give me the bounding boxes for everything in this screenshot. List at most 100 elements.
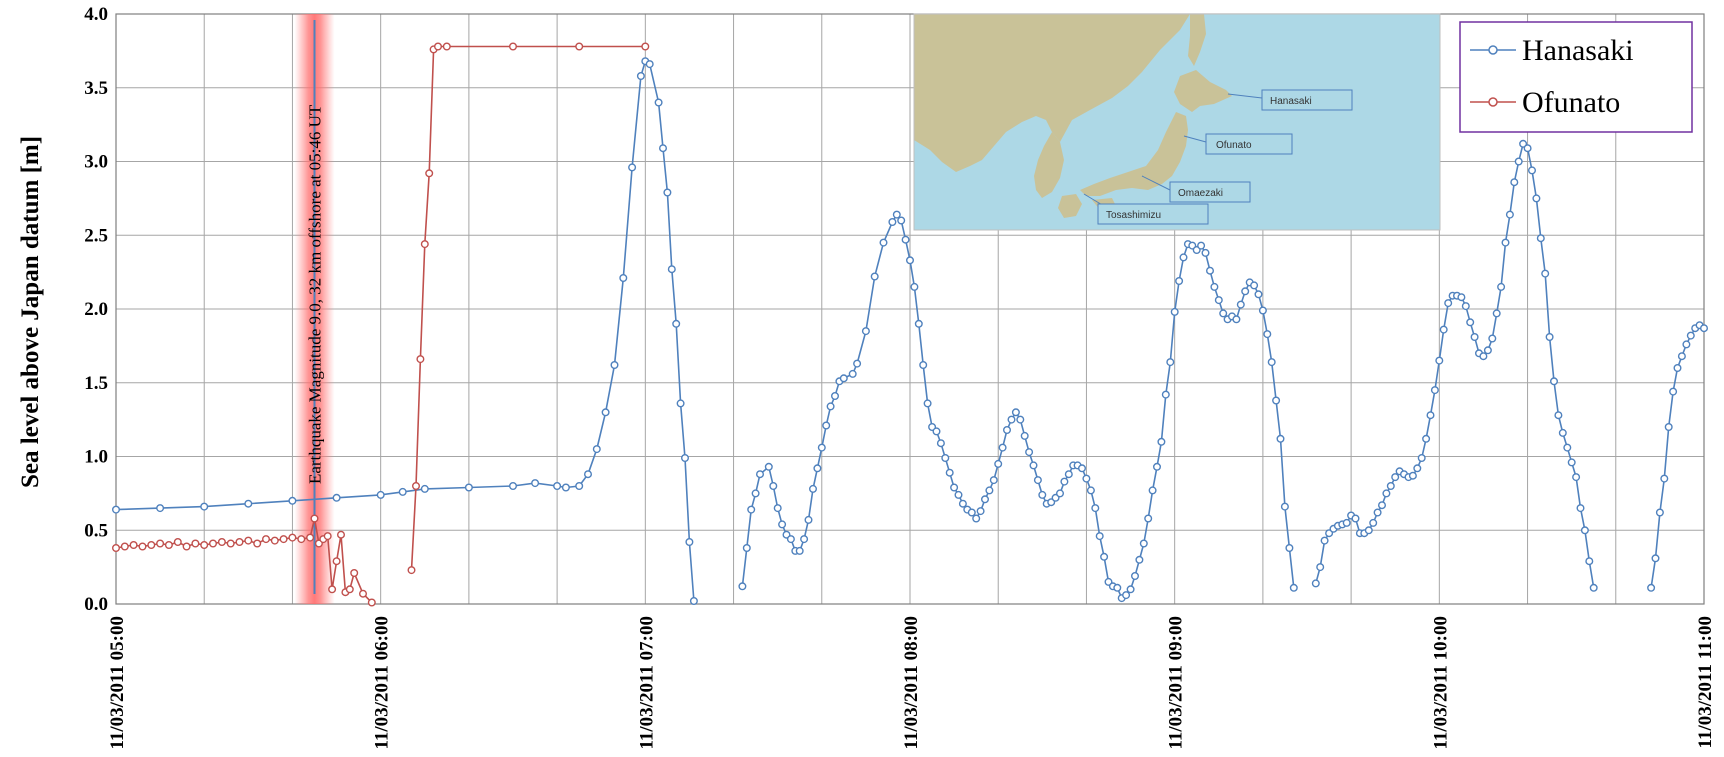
data-point-hanasaki <box>1007 415 1016 424</box>
data-point-ofunato <box>147 541 156 550</box>
data-point-hanasaki <box>910 282 919 291</box>
map-label-ofunato: Ofunato <box>1216 140 1252 151</box>
data-point-hanasaki <box>1369 518 1378 527</box>
data-point-hanasaki <box>636 71 645 80</box>
data-point-hanasaki <box>1038 490 1047 499</box>
data-point-hanasaki <box>1003 426 1012 435</box>
data-point-hanasaki <box>1510 178 1519 187</box>
map-honshu <box>1080 112 1188 196</box>
data-point-hanasaki <box>1669 387 1678 396</box>
data-point-hanasaki <box>1430 386 1439 395</box>
data-point-ofunato <box>182 542 191 551</box>
data-point-ofunato <box>575 42 584 51</box>
data-point-ofunato <box>200 541 209 550</box>
data-point-hanasaki <box>561 483 570 492</box>
data-point-hanasaki <box>1263 330 1272 339</box>
data-point-hanasaki <box>954 490 963 499</box>
data-point-hanasaki <box>906 256 915 265</box>
data-point-hanasaki <box>1086 486 1095 495</box>
data-point-ofunato <box>270 536 279 545</box>
data-point-hanasaki <box>676 399 685 408</box>
y-tick-labels: 0.0 0.5 1.0 1.5 2.0 2.5 3.0 3.5 4.0 <box>84 4 108 615</box>
data-point-hanasaki <box>200 502 209 511</box>
data-point-hanasaki <box>1276 434 1285 443</box>
data-point-hanasaki <box>1439 325 1448 334</box>
data-point-hanasaki <box>1289 583 1298 592</box>
y-tick-label: 4.0 <box>84 4 108 25</box>
data-point-hanasaki <box>1536 234 1545 243</box>
data-point-hanasaki <box>967 508 976 517</box>
data-point-hanasaki <box>778 520 787 529</box>
data-point-hanasaki <box>804 515 813 524</box>
data-point-ofunato <box>420 240 429 249</box>
data-point-hanasaki <box>1686 331 1695 340</box>
data-point-hanasaki <box>1029 461 1038 470</box>
data-point-hanasaki <box>1272 396 1281 405</box>
data-point-hanasaki <box>1285 544 1294 553</box>
data-point-hanasaki <box>1413 464 1422 473</box>
data-point-hanasaki <box>919 361 928 370</box>
data-point-hanasaki <box>1060 477 1069 486</box>
data-point-hanasaki <box>1488 334 1497 343</box>
data-point-hanasaki <box>1179 253 1188 262</box>
map-hokkaido <box>1174 70 1232 112</box>
data-point-hanasaki <box>839 374 848 383</box>
data-point-hanasaki <box>1417 454 1426 463</box>
data-point-ofunato <box>235 538 244 547</box>
data-point-hanasaki <box>1505 210 1514 219</box>
earthquake-annotation: Earthquake Magnitude 9.0, 32 km offshore… <box>306 104 325 484</box>
data-point-ofunato <box>323 532 332 541</box>
data-point-ofunato <box>407 566 416 575</box>
data-point-hanasaki <box>1055 489 1064 498</box>
data-point-ofunato <box>253 539 262 548</box>
data-point-hanasaki <box>879 238 888 247</box>
data-point-hanasaki <box>610 361 619 370</box>
data-point-hanasaki <box>1655 508 1664 517</box>
data-point-hanasaki <box>945 468 954 477</box>
data-point-hanasaki <box>1130 572 1139 581</box>
y-tick-label: 3.5 <box>84 78 108 99</box>
data-point-ofunato <box>425 169 434 178</box>
data-point-hanasaki <box>1585 557 1594 566</box>
x-tick-label: 11/03/2011 09:00 <box>1166 616 1187 750</box>
y-tick-label: 1.0 <box>84 447 108 468</box>
x-tick-label: 11/03/2011 07:00 <box>636 616 657 750</box>
data-point-hanasaki <box>923 399 932 408</box>
data-point-ofunato <box>328 585 337 594</box>
data-point-hanasaki <box>1466 318 1475 327</box>
map-kyushu <box>1058 194 1082 218</box>
data-point-hanasaki <box>742 544 751 553</box>
data-point-hanasaki <box>1077 464 1086 473</box>
data-point-hanasaki <box>1382 489 1391 498</box>
legend-item-ofunato: Ofunato <box>1470 86 1620 119</box>
data-point-hanasaki <box>936 439 945 448</box>
data-point-ofunato <box>297 535 306 544</box>
data-point-hanasaki <box>817 443 826 452</box>
data-point-hanasaki <box>1435 356 1444 365</box>
data-point-hanasaki <box>398 487 407 496</box>
data-point-hanasaki <box>1567 458 1576 467</box>
data-point-hanasaki <box>1558 428 1567 437</box>
data-point-hanasaki <box>1232 315 1241 324</box>
data-point-ofunato <box>416 355 425 364</box>
data-point-hanasaki <box>1100 552 1109 561</box>
data-point-hanasaki <box>950 483 959 492</box>
data-point-hanasaki <box>1016 415 1025 424</box>
data-point-hanasaki <box>831 392 840 401</box>
data-point-hanasaki <box>1011 408 1020 417</box>
data-point-hanasaki <box>1082 474 1091 483</box>
data-point-hanasaki <box>1064 470 1073 479</box>
data-point-hanasaki <box>464 483 473 492</box>
data-point-hanasaki <box>1214 296 1223 305</box>
map-label-hanasaki: Hanasaki <box>1270 96 1312 107</box>
data-point-hanasaki <box>795 546 804 555</box>
data-point-ofunato <box>434 42 443 51</box>
data-point-hanasaki <box>592 445 601 454</box>
data-point-hanasaki <box>1033 476 1042 485</box>
legend: Hanasaki Ofunato <box>1459 21 1693 133</box>
data-point-hanasaki <box>764 462 773 471</box>
data-point-hanasaki <box>667 265 676 274</box>
data-point-hanasaki <box>747 505 756 514</box>
data-point-hanasaki <box>914 319 923 328</box>
data-point-hanasaki <box>1020 431 1029 440</box>
